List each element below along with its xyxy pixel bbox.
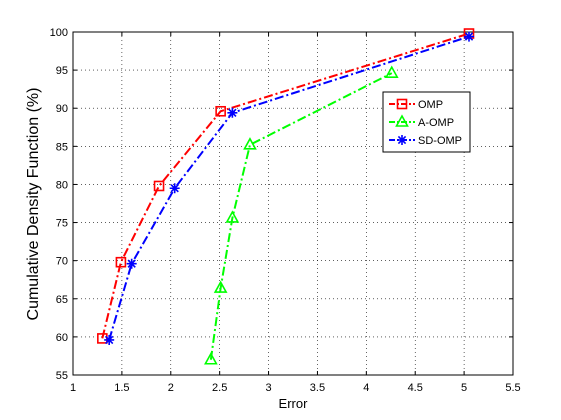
plot-frame [72, 31, 514, 376]
legend-marker-a-omp [395, 114, 409, 127]
data-point-omp [215, 105, 226, 117]
y-tick-label: 90 [56, 103, 68, 115]
legend-marker-sd-omp [397, 135, 407, 145]
data-point-a-omp [213, 280, 228, 293]
x-tick-label: 5 [461, 382, 467, 394]
data-point-a-omp [225, 210, 240, 223]
x-tick-label: 3 [265, 382, 271, 394]
data-point-a-omp [243, 137, 257, 150]
data-point-omp [153, 180, 165, 192]
x-tick-label: 1.5 [114, 382, 129, 394]
y-tick-label: 100 [50, 27, 68, 39]
data-point-sd-omp [104, 334, 115, 345]
x-tick-label: 3.5 [310, 382, 325, 394]
y-tick-label: 85 [56, 141, 68, 153]
y-tick-label: 80 [56, 179, 68, 191]
data-point-a-omp [204, 352, 218, 365]
data-point-omp [115, 256, 127, 268]
x-tick-label: 2.5 [212, 382, 227, 394]
legend-label-sd-omp: SD-OMP [418, 135, 462, 147]
y-tick-label: 60 [56, 332, 68, 344]
y-tick-label: 70 [56, 256, 68, 268]
x-tick-label: 4.5 [408, 382, 423, 394]
x-tick-label: 2 [168, 382, 174, 394]
data-point-sd-omp [464, 31, 474, 42]
series-a-omp [204, 65, 399, 365]
plot-area [73, 32, 513, 375]
series-line-omp [101, 32, 470, 339]
series-line-a-omp [209, 72, 393, 360]
y-tick-label: 65 [56, 294, 68, 306]
data-point-sd-omp [227, 107, 238, 118]
x-tick-label: 5.5 [505, 382, 520, 394]
y-tick-label: 95 [56, 65, 68, 77]
y-tick-label: 75 [56, 218, 68, 230]
data-point-sd-omp [126, 258, 137, 269]
grid [73, 32, 513, 375]
y-axis-label: Cumulative Density Function (%) [25, 88, 42, 321]
series-sd-omp [104, 31, 474, 345]
x-tick-label: 1 [70, 382, 76, 394]
legend-label-omp: OMP [418, 99, 443, 111]
legend-label-a-omp: A-OMP [418, 117, 454, 129]
data-point-a-omp [384, 65, 399, 78]
data-point-sd-omp [169, 183, 180, 194]
series-layer [97, 28, 475, 365]
x-axis-label: Error [279, 396, 309, 411]
y-tick-label: 55 [56, 370, 68, 382]
legend-marker-omp [396, 98, 408, 110]
axis-ticks: 1 1.5 2 2.5 3 3.5 4 4.5 5 5.5 55 60 65 70 75 80 85 90 95 10… [50, 27, 521, 394]
legend: OMP A-OMP SD-OMP [382, 91, 471, 153]
x-tick-label: 4 [363, 382, 369, 394]
